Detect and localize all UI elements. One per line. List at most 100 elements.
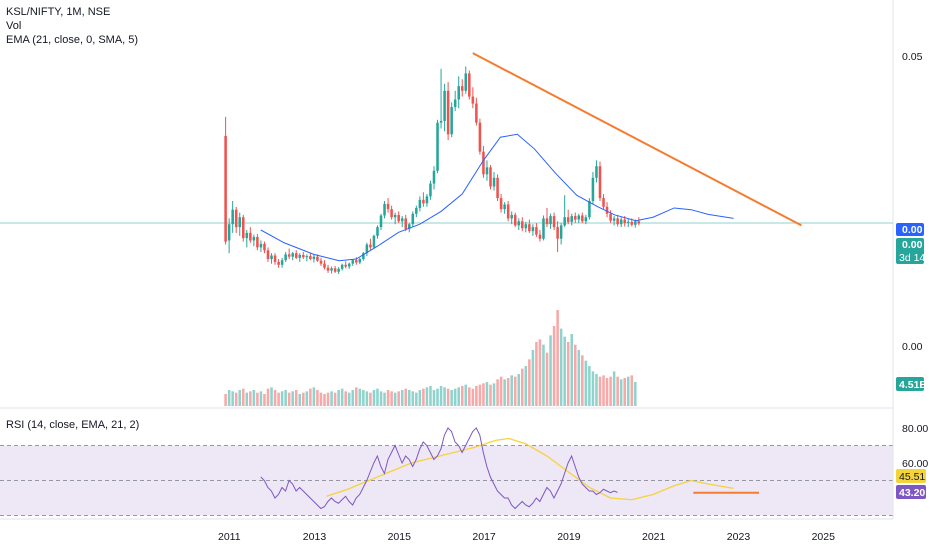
volume-bar bbox=[535, 342, 538, 406]
volume-bar bbox=[626, 376, 630, 406]
volume-bar bbox=[616, 376, 619, 406]
candles bbox=[224, 66, 641, 275]
volume-bar bbox=[581, 355, 584, 406]
candle-body bbox=[372, 235, 376, 248]
volume-bar bbox=[591, 371, 595, 406]
rsi-text: 43.20 bbox=[899, 487, 925, 499]
volume-bar bbox=[450, 390, 453, 406]
volume-bar bbox=[499, 376, 503, 406]
candle-body bbox=[369, 244, 372, 248]
volume-bar bbox=[337, 390, 340, 406]
volume-bar bbox=[383, 392, 386, 406]
candle-body bbox=[263, 243, 266, 251]
candle-body bbox=[556, 227, 559, 239]
volume-bar bbox=[453, 388, 457, 406]
volume-bar bbox=[559, 328, 563, 406]
volume-bar bbox=[471, 388, 475, 406]
candle-body bbox=[231, 209, 234, 225]
volume-bar bbox=[407, 390, 411, 406]
volume-bar bbox=[326, 392, 330, 406]
candle-body bbox=[238, 217, 242, 228]
volume-bar bbox=[630, 375, 634, 406]
candle-body bbox=[291, 253, 294, 257]
volume-bar bbox=[256, 392, 259, 406]
candle-body bbox=[376, 227, 379, 236]
volume-legend[interactable]: Vol bbox=[6, 20, 22, 32]
ema-legend[interactable]: EMA (21, close, 0, SMA, 5) bbox=[6, 34, 139, 46]
candle-body bbox=[573, 216, 577, 220]
candle-body bbox=[404, 218, 408, 229]
volume-bar bbox=[475, 386, 478, 406]
volume-bar bbox=[446, 388, 450, 406]
volume-bar bbox=[287, 392, 291, 406]
symbol-title[interactable]: KSL/NIFTY, 1M, NSE bbox=[6, 6, 111, 18]
candle-body bbox=[566, 217, 570, 222]
volume-bar bbox=[443, 387, 446, 406]
candle-body bbox=[330, 268, 333, 271]
volume-bar bbox=[528, 359, 531, 406]
volume-bar bbox=[489, 384, 492, 406]
volume-bar bbox=[376, 388, 379, 406]
candle-body bbox=[256, 236, 259, 248]
volume-bar bbox=[319, 392, 323, 406]
time-axis-label: 2023 bbox=[727, 531, 751, 543]
volume-bar bbox=[298, 394, 302, 406]
candle-body bbox=[475, 103, 478, 123]
volume-bar bbox=[612, 371, 616, 406]
candle-body bbox=[241, 217, 245, 239]
volume-bar bbox=[266, 388, 270, 406]
time-axis-label: 2021 bbox=[642, 531, 666, 543]
volume-bar bbox=[542, 344, 545, 406]
candle-body bbox=[450, 107, 453, 135]
chart-legend: KSL/NIFTY, 1M, NSE Vol EMA (21, close, 0… bbox=[6, 5, 138, 47]
candle-body bbox=[227, 224, 231, 241]
volume-badge bbox=[896, 377, 924, 391]
candle-body bbox=[584, 217, 588, 222]
last-price-text: 0.00 bbox=[902, 239, 923, 251]
volume-bar bbox=[517, 374, 521, 406]
volume-bar bbox=[602, 375, 605, 406]
candle-body bbox=[528, 224, 531, 232]
volume-bar bbox=[439, 386, 443, 406]
volume-bar bbox=[605, 378, 609, 406]
volume-bar bbox=[492, 383, 496, 406]
volume-bars bbox=[224, 310, 637, 406]
volume-bar bbox=[372, 390, 376, 406]
volume-bar bbox=[362, 390, 365, 406]
candle-body bbox=[612, 218, 616, 221]
volume-bar bbox=[506, 378, 510, 406]
volume-bar bbox=[231, 391, 234, 406]
candle-body bbox=[270, 255, 273, 259]
candle-body bbox=[287, 254, 291, 257]
candle-body bbox=[411, 213, 415, 225]
volume-bar bbox=[556, 310, 559, 406]
candle-body bbox=[224, 136, 227, 242]
volume-bar bbox=[294, 390, 298, 406]
volume-bar bbox=[358, 388, 362, 406]
volume-bar bbox=[422, 388, 425, 406]
time-axis-label: 2019 bbox=[557, 531, 581, 543]
volume-bar bbox=[238, 390, 242, 406]
candle-body bbox=[623, 219, 626, 224]
volume-bar bbox=[570, 334, 574, 406]
trendline-drawing[interactable] bbox=[472, 52, 802, 227]
rsi-legend[interactable]: RSI (14, close, EMA, 21, 2) bbox=[6, 419, 140, 431]
volume-bar bbox=[340, 388, 344, 406]
candle-body bbox=[340, 264, 344, 269]
ema-value-badge bbox=[896, 223, 924, 236]
volume-bar bbox=[577, 350, 581, 406]
volume-bar bbox=[365, 391, 369, 406]
time-axis[interactable]: 2011 2013 2015 2017 2019 2021 2023 2025 bbox=[218, 531, 835, 543]
candle-body bbox=[298, 254, 302, 258]
volume-bar bbox=[595, 374, 598, 406]
candle-body bbox=[347, 263, 351, 267]
candle-body bbox=[609, 213, 612, 221]
volume-bar bbox=[552, 326, 556, 406]
candle-body bbox=[425, 196, 429, 204]
ema-value-text: 0.00 bbox=[902, 224, 923, 236]
candle-body bbox=[468, 73, 471, 97]
candle-body bbox=[284, 254, 287, 261]
volume-bar bbox=[549, 335, 552, 406]
candle-body bbox=[259, 243, 263, 248]
